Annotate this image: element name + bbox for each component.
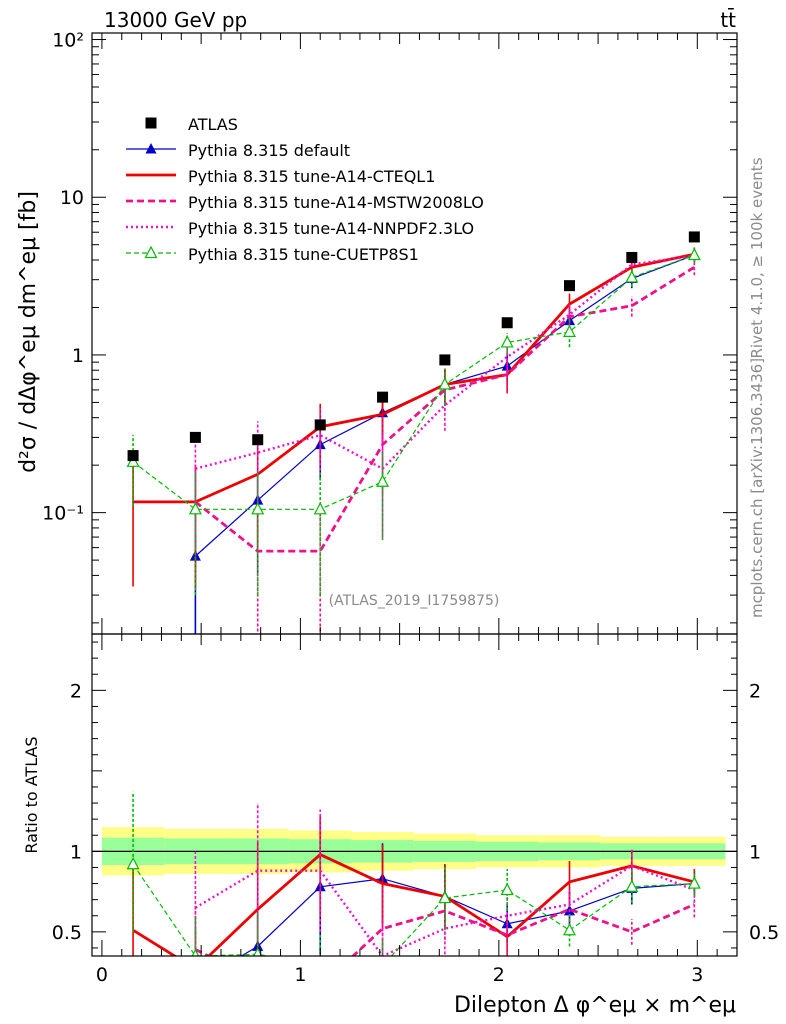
- mcplots-label: mcplots.cern.ch [arXiv:1306.3436]: [748, 358, 766, 618]
- legend-marker-cuetp: [144, 245, 158, 259]
- legend-entry-2: Pythia 8.315 tune-A14-CTEQL1: [126, 167, 435, 186]
- legend-entry-5: Pythia 8.315 tune-CUETP8S1: [126, 245, 419, 264]
- ratio-ytick-label: 0.5: [52, 922, 82, 944]
- ratio-ytick-label: 2: [70, 680, 82, 702]
- ratio-y-axis-label: Ratio to ATLAS: [22, 736, 41, 853]
- legend: ATLAS Pythia 8.315 default Pythia 8.315 tu…: [126, 115, 484, 264]
- main-point-cuetp-4: [376, 474, 390, 487]
- ratio-line-cuetp: [132, 863, 695, 956]
- rivet-label: Rivet 4.1.0, ≥ 100k events: [748, 157, 766, 358]
- atlas-point-3: [314, 419, 326, 431]
- main-point-cuetp-8: [625, 270, 639, 283]
- ratio-point-cuetp-5: [438, 890, 452, 904]
- main-line-nnpdf: [195, 254, 695, 471]
- analysis-id: (ATLAS_2019_I1759875): [329, 593, 500, 609]
- main-y-axis-label: d²σ / dΔφ^eμ dm^eμ [fb]: [16, 191, 41, 473]
- ratio-frame: [91, 633, 738, 957]
- legend-entry-0: ATLAS: [145, 115, 238, 134]
- atlas-point-2: [252, 434, 264, 446]
- ratio-xtick-label: 2: [493, 964, 505, 986]
- main-line-cuetp: [132, 254, 695, 510]
- main-line-cteql1: [133, 252, 695, 504]
- main-point-cuetp-5: [438, 377, 452, 390]
- main-point-cuetp-6: [500, 335, 514, 348]
- main-series-cuetp: [126, 247, 701, 596]
- atlas-point-7: [563, 280, 575, 292]
- legend-marker-atlas: [145, 117, 157, 129]
- ratio-point-cuetp-8: [625, 879, 639, 892]
- atlas-point-8: [626, 251, 638, 263]
- ratio-point-cuetp-6: [500, 882, 514, 896]
- legend-marker-default: [145, 143, 157, 154]
- header-right: tt̄: [720, 7, 736, 32]
- atlas-point-4: [377, 391, 389, 403]
- atlas-point-6: [501, 317, 513, 329]
- main-line-mstw: [194, 266, 696, 553]
- main-point-cuetp-9: [687, 247, 701, 261]
- main-point-cuetp-1: [188, 502, 202, 515]
- ratio-point-default-1: [190, 977, 201, 988]
- ratio-ytick-label: 1: [70, 841, 82, 863]
- legend-entry-1: Pythia 8.315 default: [126, 141, 350, 160]
- ratio-ytick-label-right: 1: [749, 841, 761, 863]
- ratio-xtick-label: 0: [96, 964, 108, 986]
- main-ytick-label: 1: [72, 345, 84, 367]
- legend-label-3: Pythia 8.315 tune-A14-MSTW2008LO: [188, 193, 484, 212]
- ratio-point-cuetp-7: [563, 922, 576, 936]
- main-ytick-label: 10²: [52, 30, 84, 52]
- ratio-xtick-label: 3: [691, 964, 703, 986]
- ratio-series-cuetp: [126, 791, 701, 971]
- header-left: 13000 GeV pp: [104, 8, 247, 32]
- atlas-point-1: [189, 431, 201, 443]
- ratio-line-cteql1: [132, 852, 695, 956]
- ratio-xtick-label: 1: [294, 964, 306, 986]
- main-series-layer: [126, 231, 701, 634]
- ratio-ytick-label-right: 2: [749, 680, 761, 702]
- legend-label-0: ATLAS: [188, 115, 238, 134]
- legend-entry-3: Pythia 8.315 tune-A14-MSTW2008LO: [126, 193, 484, 212]
- main-ytick-label: 10⁻¹: [42, 503, 84, 525]
- ratio-point-cuetp-0: [126, 856, 140, 870]
- legend-entry-4: Pythia 8.315 tune-A14-NNPDF2.3LO: [126, 219, 474, 238]
- ratio-point-cuetp-4: [377, 960, 388, 971]
- legend-label-2: Pythia 8.315 tune-A14-CTEQL1: [188, 167, 435, 186]
- legend-label-5: Pythia 8.315 tune-CUETP8S1: [188, 245, 419, 264]
- main-point-cuetp-7: [563, 324, 576, 337]
- main-point-cuetp-3: [313, 502, 327, 515]
- main-point-cuetp-2: [251, 502, 265, 515]
- main-ytick-label: 10: [60, 187, 84, 209]
- main-series-mstw: [194, 259, 696, 634]
- atlas-point-9: [688, 231, 700, 243]
- legend-label-1: Pythia 8.315 default: [188, 141, 350, 160]
- axes-layer: 10⁻¹ 1 10 10² 0 1 2 3 0.5 0.5 1 1 2 2: [42, 30, 779, 986]
- atlas-point-0: [127, 450, 139, 462]
- ratio-point-cuetp-1: [191, 948, 200, 956]
- atlas-point-5: [439, 354, 451, 366]
- ratio-point-cuetp-9: [687, 876, 701, 889]
- ratio-point-cuetp-3: [315, 960, 326, 971]
- ratio-ytick-label-right: 0.5: [749, 922, 779, 944]
- main-series-default: [189, 248, 700, 634]
- ratio-series-layer: [126, 791, 701, 988]
- x-axis-label: Dilepton Δ φ^eμ × m^eμ: [454, 993, 736, 1018]
- legend-label-4: Pythia 8.315 tune-A14-NNPDF2.3LO: [188, 219, 474, 238]
